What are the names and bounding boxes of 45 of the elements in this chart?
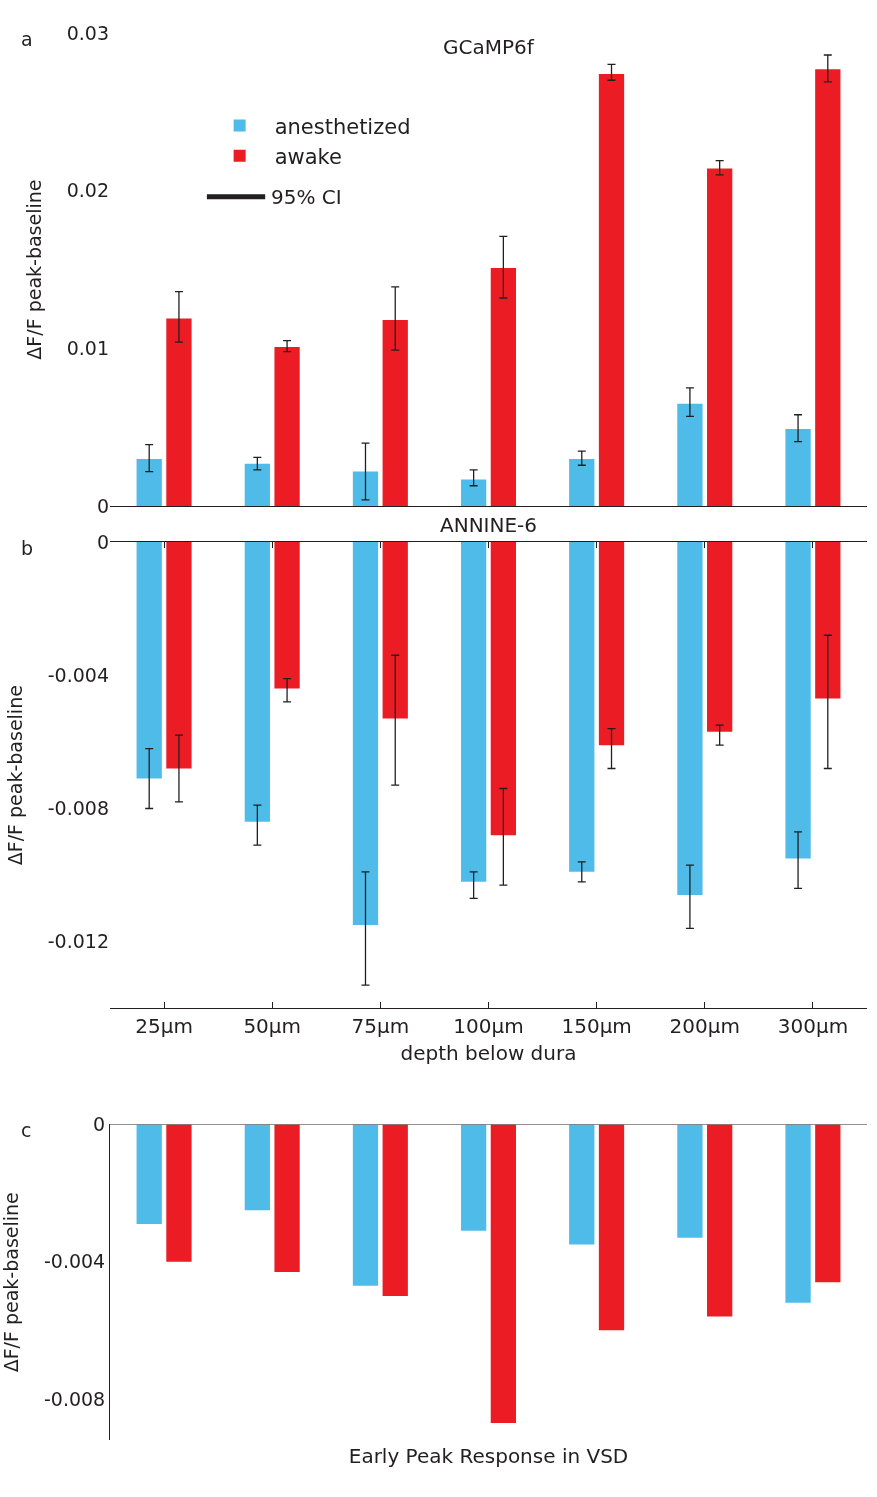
bar — [166, 318, 192, 507]
y-tick-label: 0.02 — [66, 179, 109, 202]
y-tick-label: 0.01 — [66, 337, 109, 360]
bar — [490, 268, 517, 507]
bar — [136, 458, 162, 507]
x-tick-label: 100µm — [453, 1014, 524, 1039]
text: c — [21, 1119, 32, 1141]
chart-title: ANNINE-6 — [440, 513, 538, 537]
y-tick-label: 0 — [96, 494, 109, 517]
legend-label: anesthetized — [274, 114, 411, 139]
y-tick-label: -0.004 — [43, 1250, 106, 1273]
y-axis-title: ΔF/F peak-baseline — [22, 179, 45, 360]
bar — [244, 463, 270, 507]
bar — [707, 168, 733, 507]
x-tick-label: 75µm — [351, 1014, 410, 1039]
bar — [569, 458, 595, 507]
x-tick-label: 150µm — [561, 1014, 632, 1039]
x-axis-title: Early Peak Response in VSD — [348, 1443, 629, 1468]
bar — [677, 403, 703, 507]
chart-title: GCaMP6f — [443, 35, 535, 59]
y-tick-label: -0.012 — [47, 930, 109, 953]
bar — [274, 346, 300, 507]
x-tick-label: 25µm — [135, 1014, 193, 1039]
x-axis-title: depth below dura — [400, 1040, 577, 1065]
x-tick-label: 200µm — [669, 1014, 740, 1039]
y-tick-label: -0.004 — [47, 663, 109, 686]
bar — [460, 479, 487, 507]
bar — [598, 73, 625, 507]
text: b — [21, 537, 34, 559]
x-tick-label: 300µm — [777, 1014, 849, 1039]
y-tick-label: -0.008 — [43, 1387, 106, 1410]
y-tick-label: 0 — [93, 1113, 106, 1136]
legend-label: awake — [274, 144, 342, 169]
y-axis-title: ΔF/F peak-baseline — [3, 685, 26, 866]
text: a — [21, 28, 33, 50]
annotation: 95% CI — [271, 185, 342, 209]
bar — [352, 471, 379, 507]
bar — [382, 320, 408, 507]
bar — [785, 428, 811, 507]
y-tick-label: 0.03 — [66, 21, 109, 44]
x-tick-label: 50µm — [243, 1014, 302, 1039]
y-tick-label: 0 — [96, 530, 109, 553]
y-tick-label: -0.008 — [47, 797, 109, 820]
bar — [815, 69, 841, 507]
y-axis-title: ΔF/F peak-baseline — [0, 1192, 22, 1373]
